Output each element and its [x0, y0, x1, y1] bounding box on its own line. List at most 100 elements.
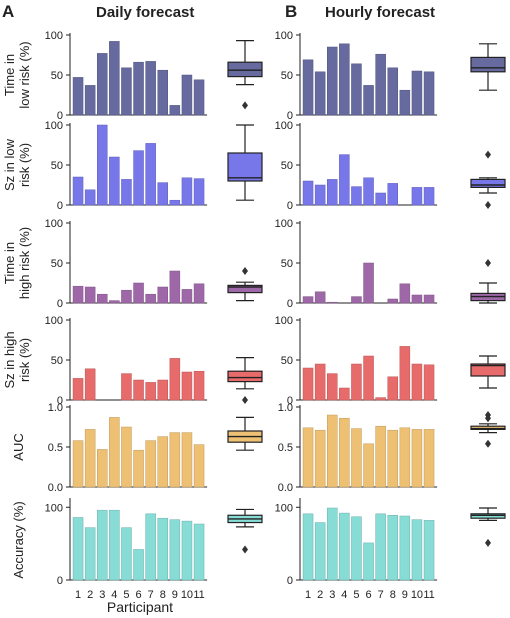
pa-r1-ytick-label-0: 0: [57, 110, 63, 122]
pa-r2-bar-11: [193, 178, 205, 206]
pa-r3-bar-6: [133, 282, 144, 304]
pa-r3-bar-5: [121, 289, 132, 304]
pb-r2-panel: 0 50 100: [275, 120, 506, 212]
pb-r1-bar-3: [327, 46, 338, 116]
pb-r2-bar-4: [339, 154, 350, 206]
pa-r4-ytick-label-2: 100: [45, 315, 63, 327]
pa-r3-ytick-label-0: 0: [57, 298, 63, 310]
pa-r3-bar-8: [157, 286, 168, 304]
pb-r5-bar-2: [314, 429, 326, 488]
pb-r2-bar-2: [314, 184, 326, 206]
pb-r1-bar-6: [363, 85, 374, 116]
pa-r1-bar-5: [121, 67, 132, 116]
pa-r3-panel: 0 50 100: [45, 218, 263, 310]
pb-r5-bar-10: [411, 429, 423, 488]
pa-r1-bar-11: [193, 79, 205, 116]
pb-r2-bar-8: [387, 183, 398, 206]
pb-r2-bar-6: [363, 177, 374, 206]
pa-r3-bar-9: [169, 270, 181, 304]
pb-r6-xtick-label-11: 11: [423, 589, 434, 601]
column-title-hourly: Hourly forecast: [325, 4, 435, 21]
pb-r1-bar-7: [375, 53, 386, 116]
pa-r5-bar-3: [97, 449, 108, 488]
pb-r4-ytick-label-2: 100: [275, 315, 293, 327]
pa-r4-ytick-label-1: 50: [51, 355, 63, 367]
pa-r3-outlier-1: [242, 267, 248, 275]
pa-r4-box: [227, 370, 263, 383]
pb-r4-ytick-label-0: 0: [287, 395, 293, 407]
pa-r6-xtick-label-7: 7: [148, 589, 154, 601]
pa-r2-bar-4: [109, 156, 120, 206]
pb-r3-bar-3: [327, 301, 338, 304]
row-4-ylabel: Sz in high risk (%): [2, 331, 32, 388]
pb-r6-xtick-label-2: 2: [317, 589, 323, 601]
pa-r5-bar-9: [169, 432, 181, 488]
pa-r5-bar-2: [84, 429, 96, 488]
pa-r2-bar-3: [97, 124, 108, 206]
pb-r3-bar-6: [363, 262, 374, 304]
row-1-ylabel-line-1: Time in: [2, 54, 17, 96]
pa-r6-bar-6: [133, 549, 144, 581]
pb-r4-bar-4: [339, 387, 350, 401]
pa-r2-bar-7: [145, 143, 156, 206]
row-5-ylabel: AUC: [11, 433, 26, 460]
pb-r2-ytick-label-1: 50: [281, 160, 293, 172]
pa-r2-box: [227, 152, 263, 182]
pb-r1-bar-11: [423, 71, 435, 116]
pb-r6-xtick-label-8: 8: [390, 589, 396, 601]
pa-r5-bar-1: [72, 440, 84, 488]
pb-r3-bar-8: [387, 298, 398, 304]
pb-r6-bar-6: [363, 542, 374, 581]
pb-r5-ytick-label-1: 0.5: [278, 442, 293, 454]
pa-r5-bar-10: [181, 432, 193, 488]
pb-r2-bar-10: [411, 187, 423, 206]
pa-r1-ytick-label-1: 50: [51, 70, 63, 82]
pa-r6-ytick-label-1: 100: [45, 502, 63, 514]
pb-r1-bar-5: [351, 63, 362, 116]
pa-r3-bar-10: [181, 289, 193, 304]
pb-r1-bar-4: [339, 43, 350, 116]
pb-r6-bar-1: [302, 513, 314, 581]
pb-r6-xtick-label-7: 7: [378, 589, 384, 601]
pb-r4-bar-2: [314, 363, 326, 401]
pa-r6-bar-8: [157, 517, 168, 581]
pb-r5-outlier-2: [485, 414, 491, 423]
pb-r4-bar-9: [399, 346, 411, 401]
pb-r2-ytick-label-2: 100: [275, 120, 293, 132]
pa-r1-panel: 0 50 100: [45, 30, 263, 122]
pb-r6-bar-10: [411, 519, 423, 581]
row-2-ylabel-line-1: Sz in low: [2, 138, 17, 191]
pb-r3-bar-1: [302, 296, 314, 304]
pb-r1-bar-1: [302, 59, 314, 116]
pb-r4-ytick-label-1: 50: [281, 355, 293, 367]
pa-r6-panel: 0 100 1 2 3 4 5 6 7 8 9 10 11: [45, 498, 263, 601]
pb-r6-bar-4: [339, 512, 350, 581]
pb-r2-outlier-1: [485, 150, 491, 159]
pa-r3-ytick-label-1: 50: [51, 258, 63, 270]
pa-r1-bar-4: [109, 41, 120, 116]
pb-r3-ytick-label-1: 50: [281, 258, 293, 270]
pb-r1-panel: 0 50 100: [275, 30, 506, 122]
pb-r6-xtick-label-4: 4: [341, 589, 347, 601]
pa-r1-bar-7: [145, 61, 156, 116]
pb-r5-panel: 0.0 0.5 1.0: [278, 402, 506, 494]
pa-r1-bar-9: [169, 105, 181, 116]
pa-r5-bar-8: [157, 436, 168, 488]
pa-r1-bar-10: [181, 74, 193, 116]
pb-r6-xtick-label-3: 3: [329, 589, 335, 601]
pa-r2-panel: 0 50 100: [45, 120, 263, 212]
pa-r4-outlier-1: [242, 396, 248, 404]
pb-r6-bar-11: [423, 520, 435, 581]
pb-r6-panel: 0 100 1 2 3 4 5 6 7 8 9 10 11: [275, 498, 506, 601]
pb-r3-ytick-label-2: 100: [275, 218, 293, 230]
pa-r1-bar-6: [133, 61, 144, 116]
pa-r3-ytick-label-2: 100: [45, 218, 63, 230]
pa-r3-box: [227, 284, 263, 294]
pb-r5-bar-11: [423, 429, 435, 488]
pa-r1-bar-2: [84, 85, 96, 116]
row-3-ylabel-line-1: Time in: [2, 242, 17, 284]
pa-r2-bar-9: [169, 199, 181, 206]
pb-r5-bar-3: [327, 414, 338, 488]
pb-r5-box: [470, 425, 506, 431]
pa-r2-bar-10: [181, 177, 193, 206]
